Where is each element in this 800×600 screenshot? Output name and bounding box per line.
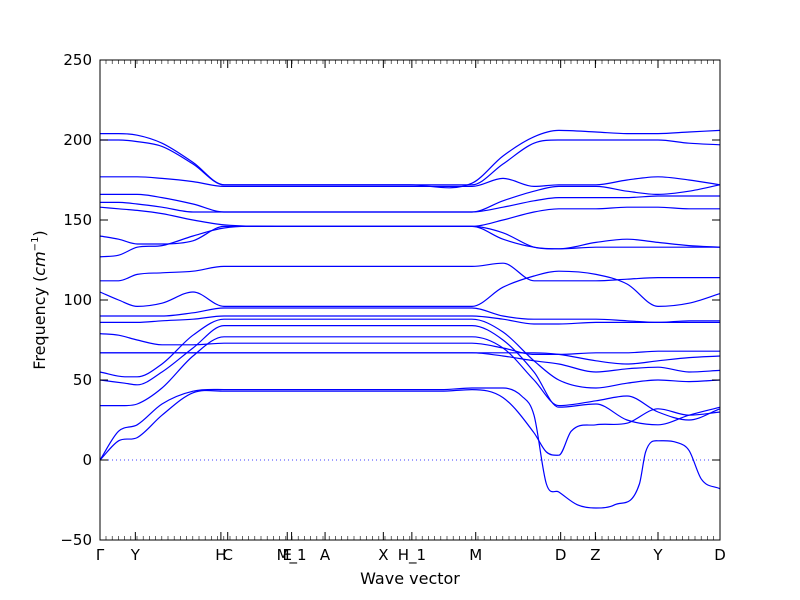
dispersion-branch-19 (100, 139, 721, 186)
x-tick-label: Y (652, 546, 663, 564)
y-tick-label: 100 (63, 291, 92, 309)
x-tick-label: Γ (96, 546, 105, 564)
y-axis-label: Frequency (cm−1) (30, 230, 49, 369)
x-tick-label: D (714, 546, 726, 564)
y-tick-label: 150 (63, 211, 92, 229)
dispersion-branch-4 (99, 325, 721, 426)
y-tick-label: 50 (73, 371, 92, 389)
x-tick-label: Y (130, 546, 141, 564)
y-tick-label: −50 (60, 531, 92, 549)
dispersion-branch-3 (99, 336, 721, 421)
y-axis-label-close: ) (30, 230, 49, 236)
dispersion-branch-17 (99, 184, 721, 213)
x-tick-label: M_1 (277, 546, 307, 565)
dispersion-branch-10 (99, 307, 720, 324)
dispersion-branch-15 (99, 206, 720, 228)
dispersion-branch-1 (99, 388, 721, 461)
x-tick-label: M (469, 546, 482, 564)
y-tick-label: 200 (63, 131, 92, 149)
x-tick-label: C (222, 546, 232, 564)
x-tick-label: E (282, 546, 291, 564)
dispersion-branch-2 (99, 387, 721, 509)
dispersion-branch-8 (99, 333, 720, 355)
dispersion-branch-18 (100, 176, 721, 188)
x-tick-label: A (320, 546, 331, 564)
x-tick-label: H (215, 546, 226, 564)
y-axis-label-exponent: −1 (30, 237, 41, 252)
dispersion-branch-20 (100, 129, 721, 189)
dispersion-branch-7 (100, 352, 721, 365)
dispersion-branch-9 (100, 315, 720, 325)
y-axis-label-unit: cm (30, 251, 49, 275)
y-tick-label: 0 (82, 451, 92, 469)
minor-tick-layer (105, 60, 721, 540)
x-tick-label: X (378, 546, 388, 564)
x-axis-label: Wave vector (360, 569, 460, 588)
y-axis-ticks: −50 0 50 100 150 200 250 (60, 51, 720, 549)
x-tick-label: H_1 (398, 546, 426, 565)
dispersion-branch-11 (99, 270, 721, 308)
x-axis-ticks: Γ Y HC EM_1 A X H_1 M D Z Y D (96, 60, 726, 565)
series-layer (99, 129, 721, 509)
y-axis-label-text: Frequency ( (30, 276, 49, 370)
x-tick-label: Z (590, 546, 600, 564)
dispersion-branch-12 (100, 262, 720, 282)
dispersion-branch-5 (99, 318, 721, 389)
x-tick-label: D (555, 546, 567, 564)
y-tick-label: 250 (63, 51, 92, 69)
